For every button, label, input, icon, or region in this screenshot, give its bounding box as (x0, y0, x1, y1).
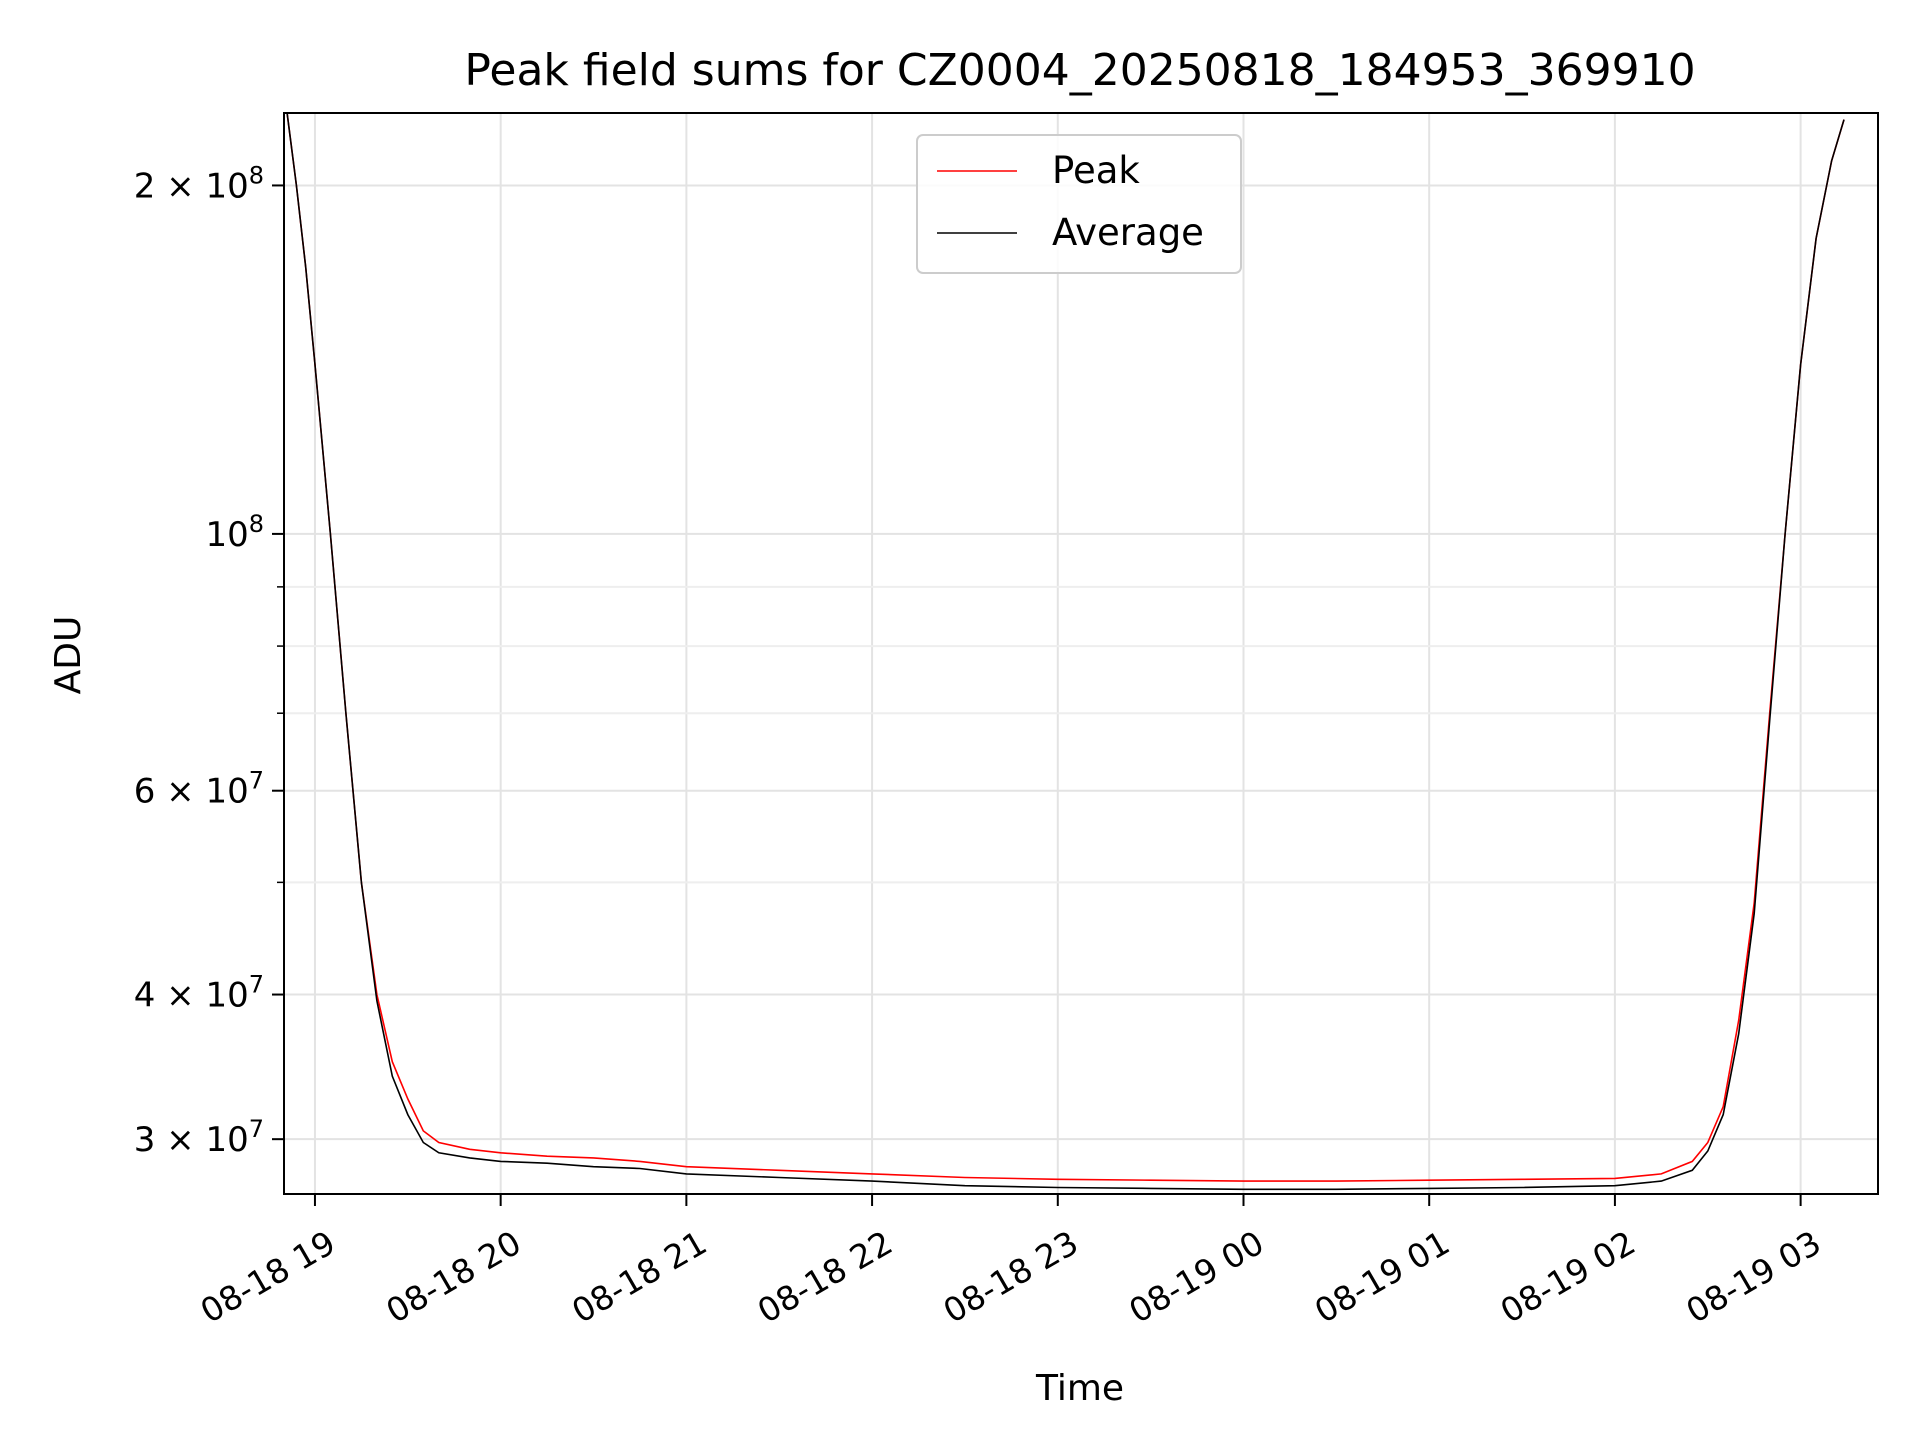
y-tick-label: 2 × 108 (134, 161, 264, 206)
y-tick-label: 6 × 107 (134, 767, 264, 812)
legend-box (916, 134, 1242, 274)
plot-frame (283, 112, 1879, 1195)
legend: Peak Average (916, 134, 1242, 274)
axis-ticks: 08-18 19 08-18 20 08-18 21 08-18 22 08-18 23… (134, 161, 1828, 1330)
x-tick-label: 08-18 19 (194, 1223, 342, 1331)
legend-label: Peak (1052, 149, 1140, 192)
x-tick-label: 08-19 02 (1494, 1223, 1642, 1331)
x-tick-label: 08-19 03 (1679, 1223, 1827, 1331)
x-tick-label: 08-18 21 (565, 1223, 713, 1331)
chart-title: Peak field sums for CZ0004_20250818_1849… (464, 45, 1695, 96)
x-tick-label: 08-19 01 (1308, 1223, 1456, 1331)
x-tick-label: 08-18 23 (937, 1223, 1085, 1331)
y-tick-label: 4 × 107 (134, 971, 264, 1016)
x-tick-label: 08-18 22 (751, 1223, 899, 1331)
legend-label: Average (1052, 211, 1204, 254)
series-lines (286, 113, 1845, 1191)
y-axis-label: ADU (48, 616, 89, 695)
grid (284, 113, 1878, 1194)
x-axis-label: Time (1035, 1368, 1124, 1409)
y-tick-label: 108 (205, 510, 264, 555)
x-tick-label: 08-19 00 (1122, 1223, 1270, 1331)
y-tick-label: 3 × 107 (134, 1115, 264, 1160)
series-line-average (286, 113, 1845, 1191)
x-tick-label: 08-18 20 (380, 1223, 528, 1331)
